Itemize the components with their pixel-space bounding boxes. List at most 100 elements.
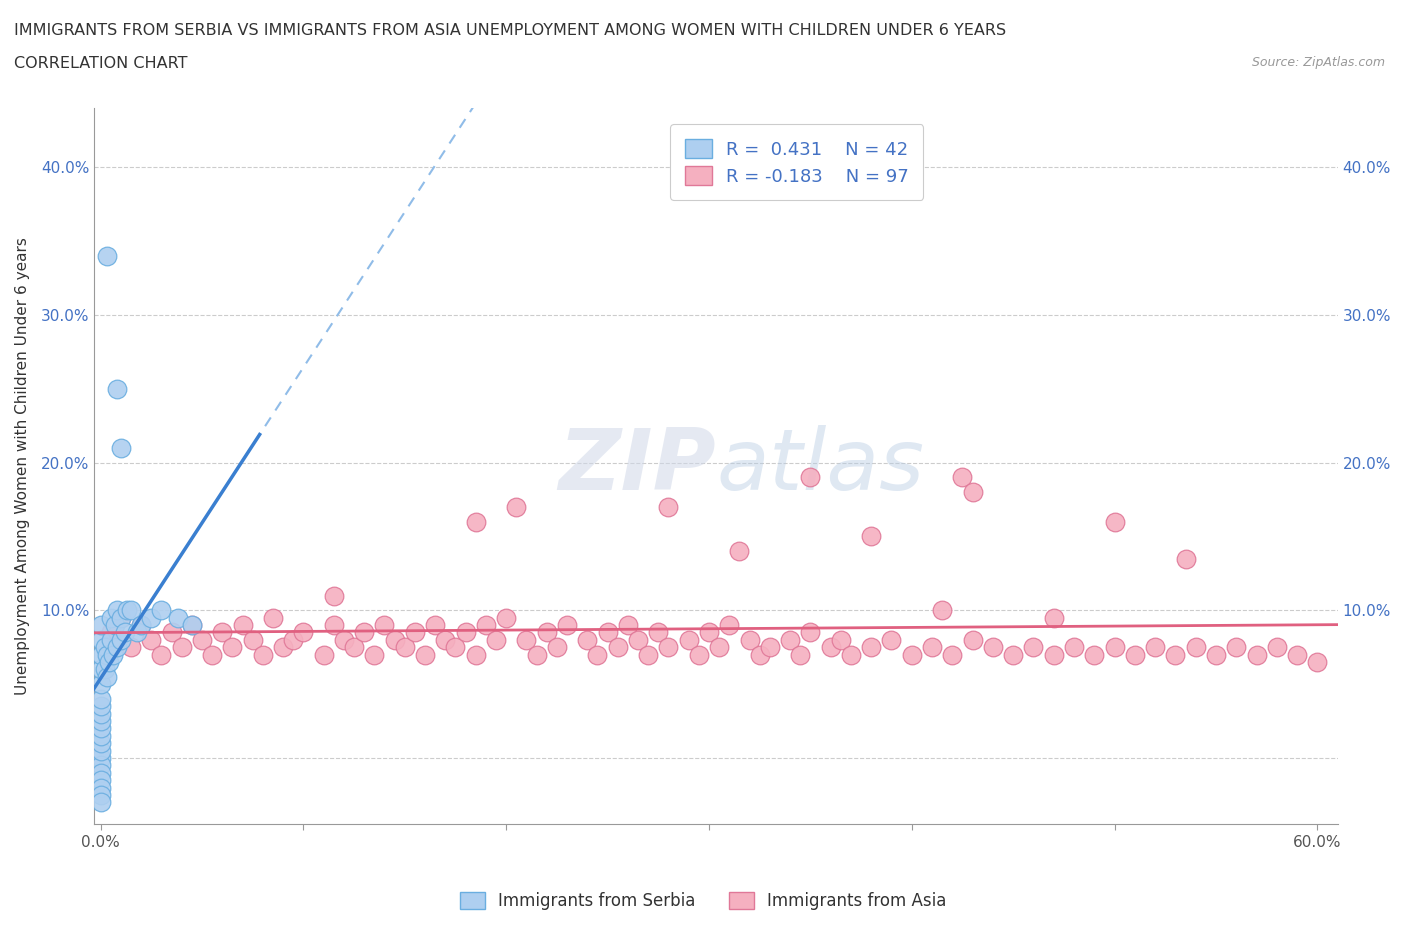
Point <box>90 618 112 632</box>
Point <box>97 655 120 670</box>
Point <box>1002 647 1025 662</box>
Point <box>952 470 974 485</box>
Point <box>464 514 486 529</box>
Point <box>292 625 315 640</box>
Point <box>322 618 344 632</box>
Point <box>434 632 457 647</box>
Point <box>114 625 136 640</box>
Point <box>880 632 903 647</box>
Point <box>115 603 138 618</box>
Point <box>688 647 710 662</box>
Point <box>90 677 112 692</box>
Point <box>1104 514 1126 529</box>
Point <box>789 647 811 662</box>
Point <box>333 632 356 647</box>
Point <box>312 647 335 662</box>
Point <box>110 632 132 647</box>
Point <box>96 670 118 684</box>
Point <box>1063 640 1085 655</box>
Point <box>211 625 233 640</box>
Point <box>105 381 128 396</box>
Point <box>110 610 132 625</box>
Point <box>505 499 527 514</box>
Legend: Immigrants from Serbia, Immigrants from Asia: Immigrants from Serbia, Immigrants from … <box>453 885 953 917</box>
Text: Source: ZipAtlas.com: Source: ZipAtlas.com <box>1251 56 1385 69</box>
Point <box>697 625 720 640</box>
Point <box>779 632 801 647</box>
Point <box>799 470 821 485</box>
Point <box>180 618 202 632</box>
Point <box>129 618 152 632</box>
Point <box>90 795 112 810</box>
Point <box>830 632 852 647</box>
Text: CORRELATION CHART: CORRELATION CHART <box>14 56 187 71</box>
Point <box>546 640 568 655</box>
Point <box>283 632 305 647</box>
Point <box>1184 640 1206 655</box>
Text: atlas: atlas <box>716 425 924 508</box>
Point <box>759 640 782 655</box>
Point <box>101 647 124 662</box>
Point <box>120 640 142 655</box>
Point <box>110 610 132 625</box>
Point <box>1022 640 1045 655</box>
Point <box>363 647 385 662</box>
Point <box>90 743 112 758</box>
Point <box>1265 640 1288 655</box>
Point <box>718 618 741 632</box>
Point <box>941 647 963 662</box>
Point <box>180 618 202 632</box>
Point <box>125 625 148 640</box>
Point <box>90 736 112 751</box>
Point <box>1042 647 1064 662</box>
Point <box>425 618 447 632</box>
Point <box>90 692 112 707</box>
Point <box>799 625 821 640</box>
Point <box>90 647 112 662</box>
Point <box>413 647 436 662</box>
Point <box>90 632 112 647</box>
Point <box>962 485 984 499</box>
Point <box>252 647 274 662</box>
Point <box>627 632 650 647</box>
Point <box>353 625 375 640</box>
Point <box>586 647 609 662</box>
Point <box>90 713 112 728</box>
Point <box>647 625 669 640</box>
Point <box>454 625 477 640</box>
Point <box>262 610 284 625</box>
Point <box>1042 610 1064 625</box>
Point <box>900 647 922 662</box>
Point <box>90 728 112 743</box>
Point <box>1123 647 1146 662</box>
Point <box>1246 647 1268 662</box>
Point <box>90 698 112 713</box>
Point <box>201 647 224 662</box>
Point <box>90 773 112 788</box>
Point <box>820 640 842 655</box>
Point <box>860 529 883 544</box>
Point <box>394 640 416 655</box>
Point <box>526 647 548 662</box>
Point <box>981 640 1004 655</box>
Point <box>738 632 761 647</box>
Point <box>90 780 112 795</box>
Point <box>384 632 406 647</box>
Point <box>170 640 193 655</box>
Point <box>322 588 344 603</box>
Point <box>166 610 188 625</box>
Point <box>90 788 112 803</box>
Point <box>1144 640 1167 655</box>
Point <box>657 499 679 514</box>
Point <box>444 640 467 655</box>
Point <box>1306 655 1329 670</box>
Point <box>231 618 253 632</box>
Point <box>1104 640 1126 655</box>
Point <box>555 618 578 632</box>
Point <box>90 721 112 736</box>
Point <box>160 625 183 640</box>
Point <box>90 706 112 721</box>
Point <box>617 618 640 632</box>
Point <box>475 618 498 632</box>
Point <box>150 603 173 618</box>
